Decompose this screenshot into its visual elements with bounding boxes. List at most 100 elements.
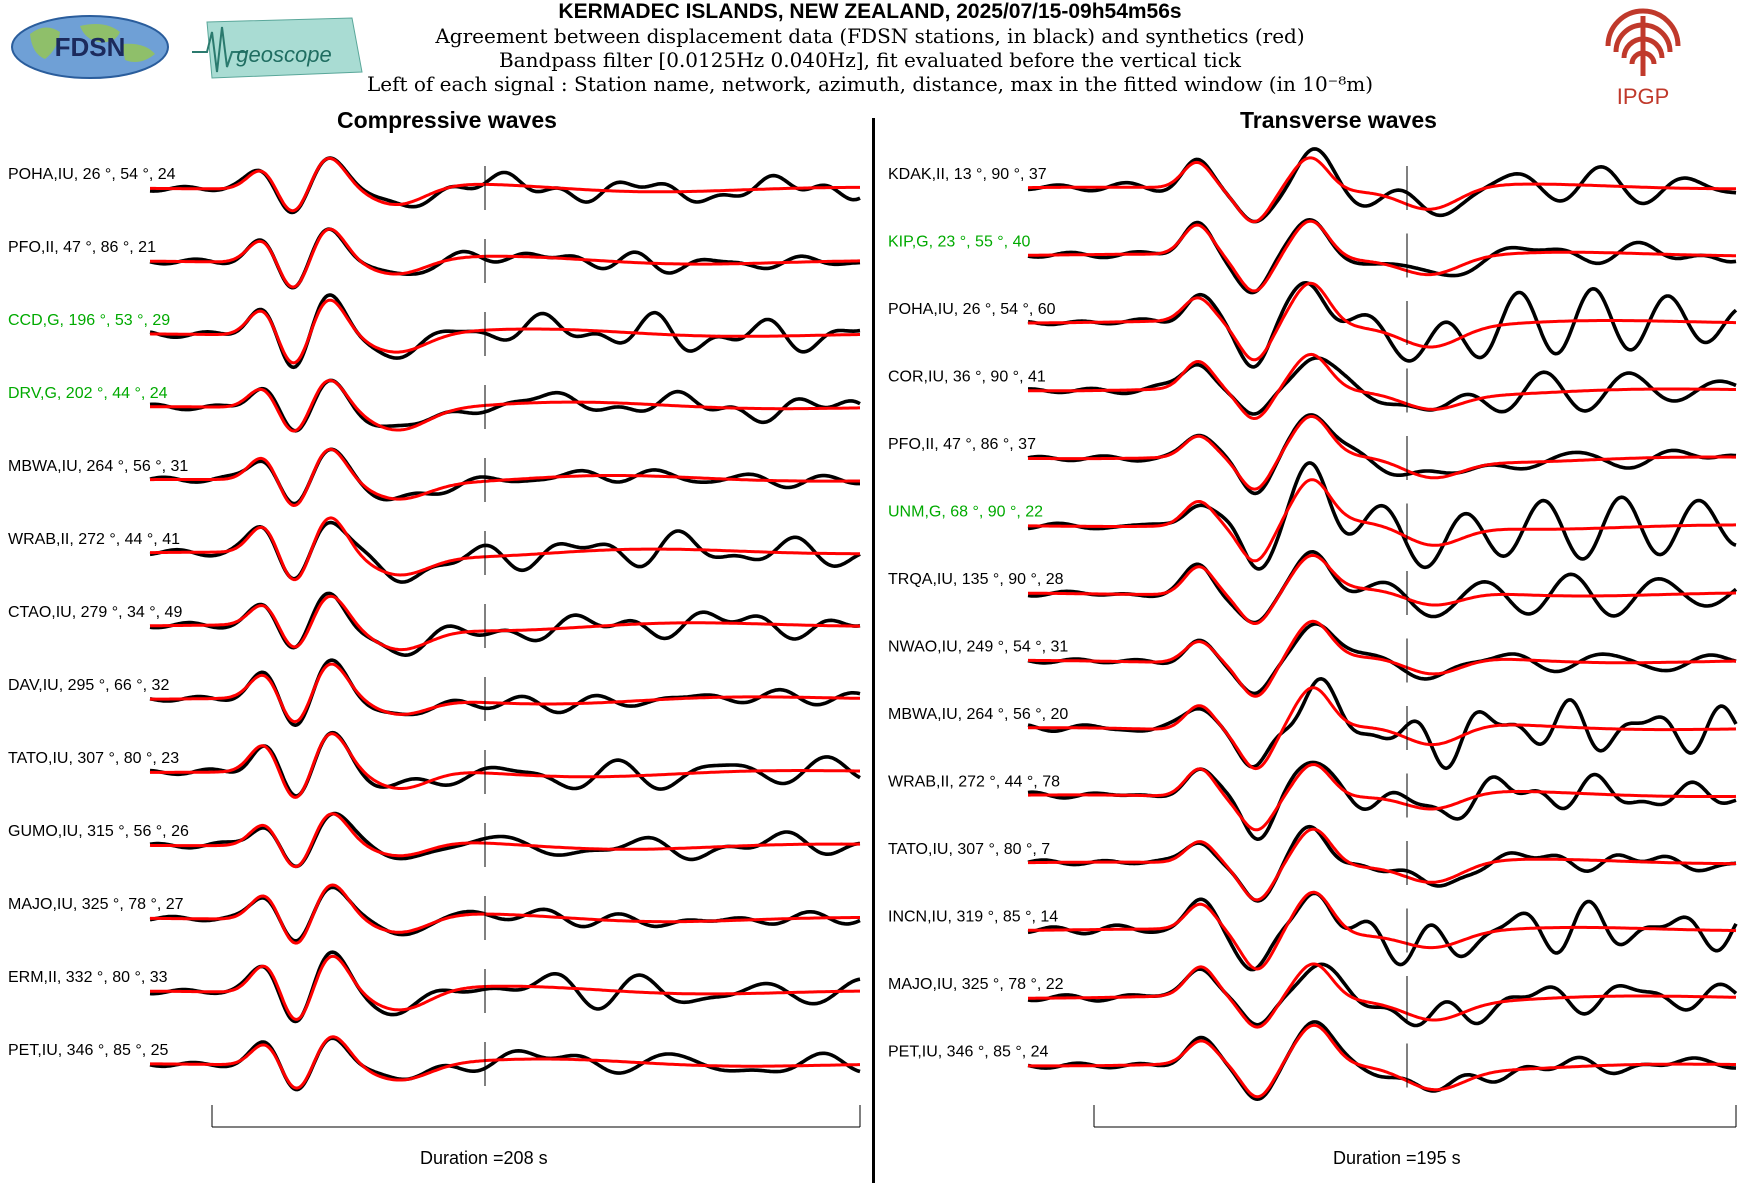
trace-row: WRAB,II, 272 °, 44 °, 78 bbox=[888, 760, 1737, 841]
left-panel-title: Compressive waves bbox=[337, 107, 557, 133]
station-label: POHA,IU, 26 °, 54 °, 24 bbox=[8, 166, 176, 183]
data-trace bbox=[149, 730, 861, 798]
station-label: MBWA,IU, 264 °, 56 °, 20 bbox=[888, 706, 1068, 723]
data-trace bbox=[1027, 413, 1737, 496]
compressive-waves-chart: POHA,IU, 26 °, 54 °, 24 PFO,II, 47 °, 86 … bbox=[8, 156, 861, 1128]
trace-row: MAJO,IU, 325 °, 78 °, 27 bbox=[8, 883, 861, 945]
data-trace bbox=[149, 658, 861, 727]
synthetic-trace bbox=[1028, 553, 1736, 625]
station-label: PET,IU, 346 °, 85 °, 25 bbox=[8, 1042, 169, 1059]
synthetic-trace bbox=[1028, 1023, 1736, 1099]
station-label: POHA,IU, 26 °, 54 °, 60 bbox=[888, 301, 1056, 318]
synthetic-trace bbox=[150, 1035, 860, 1090]
synthetic-trace bbox=[150, 732, 860, 799]
data-trace bbox=[149, 1036, 861, 1092]
station-label: NWAO,IU, 249 °, 54 °, 31 bbox=[888, 639, 1068, 656]
right-duration-label: Duration =195 s bbox=[1333, 1148, 1461, 1168]
data-trace bbox=[1027, 461, 1737, 571]
geoscope-logo-text: geoscope bbox=[236, 42, 331, 67]
station-label: TATO,IU, 307 °, 80 °, 7 bbox=[888, 841, 1050, 858]
trace-row: ERM,II, 332 °, 80 °, 33 bbox=[8, 950, 861, 1024]
synthetic-trace bbox=[1028, 219, 1736, 293]
trace-row: TATO,IU, 307 °, 80 °, 23 bbox=[8, 730, 861, 799]
synthetic-trace bbox=[1028, 686, 1737, 771]
trace-row: POHA,IU, 26 °, 54 °, 60 bbox=[888, 281, 1738, 369]
synthetic-trace bbox=[150, 883, 860, 945]
synthetic-trace bbox=[1028, 890, 1737, 971]
synthetic-trace bbox=[1028, 281, 1736, 362]
fdsn-logo-text: FDSN bbox=[55, 32, 126, 62]
trace-row: GUMO,IU, 315 °, 56 °, 26 bbox=[8, 811, 861, 869]
synthetic-trace bbox=[1028, 827, 1736, 902]
trace-row: KDAK,II, 13 °, 90 °, 37 bbox=[888, 147, 1737, 224]
data-trace bbox=[1027, 281, 1738, 369]
data-trace bbox=[1027, 1020, 1737, 1101]
trace-row: PFO,II, 47 °, 86 °, 37 bbox=[888, 413, 1737, 496]
synthetic-trace bbox=[1028, 352, 1736, 420]
ipgp-logo: IPGP bbox=[1605, 8, 1681, 109]
station-label: PFO,II, 47 °, 86 °, 37 bbox=[888, 436, 1036, 453]
station-label: WRAB,II, 272 °, 44 °, 41 bbox=[8, 531, 180, 548]
data-trace bbox=[149, 447, 861, 506]
duration-bracket bbox=[211, 1105, 861, 1128]
data-trace bbox=[1027, 760, 1737, 841]
right-panel-title: Transverse waves bbox=[1240, 107, 1437, 133]
synthetic-trace bbox=[150, 447, 860, 507]
station-label: CTAO,IU, 279 °, 34 °, 49 bbox=[8, 604, 182, 621]
station-label: UNM,G, 68 °, 90 °, 22 bbox=[888, 504, 1043, 521]
synthetic-trace bbox=[1028, 763, 1737, 832]
trace-row: MAJO,IU, 325 °, 78 °, 22 bbox=[888, 962, 1738, 1029]
panel-divider bbox=[872, 118, 875, 1183]
station-label: CCD,G, 196 °, 53 °, 29 bbox=[8, 312, 170, 329]
station-label: INCN,IU, 319 °, 85 °, 14 bbox=[888, 909, 1058, 926]
synthetic-trace bbox=[1028, 619, 1736, 698]
data-trace bbox=[1027, 218, 1737, 295]
trace-row: COR,IU, 36 °, 90 °, 41 bbox=[888, 352, 1737, 420]
left-duration-label: Duration =208 s bbox=[420, 1148, 548, 1168]
synthetic-trace bbox=[150, 156, 860, 213]
trace-row: POHA,IU, 26 °, 54 °, 24 bbox=[8, 156, 861, 215]
data-trace bbox=[1027, 891, 1738, 972]
trace-row: WRAB,II, 272 °, 44 °, 41 bbox=[8, 516, 861, 584]
station-label: KDAK,II, 13 °, 90 °, 37 bbox=[888, 166, 1047, 183]
trace-row: INCN,IU, 319 °, 85 °, 14 bbox=[888, 890, 1738, 972]
figure-title: KERMADEC ISLANDS, NEW ZEALAND, 2025/07/1… bbox=[558, 0, 1182, 23]
trace-row: PET,IU, 346 °, 85 °, 24 bbox=[888, 1020, 1737, 1101]
trace-row: MBWA,IU, 264 °, 56 °, 20 bbox=[888, 677, 1738, 771]
data-trace bbox=[1027, 824, 1737, 903]
station-label: TATO,IU, 307 °, 80 °, 23 bbox=[8, 750, 179, 767]
transverse-waves-chart: KDAK,II, 13 °, 90 °, 37 KIP,G, 23 °, 55 °… bbox=[888, 147, 1738, 1128]
trace-row: KIP,G, 23 °, 55 °, 40 bbox=[888, 218, 1737, 295]
trace-row: MBWA,IU, 264 °, 56 °, 31 bbox=[8, 447, 861, 507]
trace-row: TRQA,IU, 135 °, 90 °, 28 bbox=[888, 550, 1738, 625]
trace-row: PET,IU, 346 °, 85 °, 25 bbox=[8, 1035, 861, 1092]
station-label: PFO,II, 47 °, 86 °, 21 bbox=[8, 239, 156, 256]
synthetic-trace bbox=[1028, 478, 1736, 563]
geoscope-logo: geoscope bbox=[192, 17, 363, 79]
synthetic-trace bbox=[1028, 962, 1737, 1029]
trace-row: CCD,G, 196 °, 53 °, 29 bbox=[8, 293, 861, 370]
station-label: DRV,G, 202 °, 44 °, 24 bbox=[8, 385, 168, 402]
station-label: ERM,II, 332 °, 80 °, 33 bbox=[8, 969, 168, 986]
trace-row: DRV,G, 202 °, 44 °, 24 bbox=[8, 378, 861, 433]
fdsn-logo: FDSN bbox=[11, 15, 169, 79]
station-label: DAV,IU, 295 °, 66 °, 32 bbox=[8, 677, 169, 694]
synthetic-trace bbox=[149, 298, 860, 365]
station-label: GUMO,IU, 315 °, 56 °, 26 bbox=[8, 823, 189, 840]
figure-subtitle-2: Bandpass filter [0.0125Hz 0.040Hz], fit … bbox=[498, 48, 1242, 72]
trace-row: PFO,II, 47 °, 86 °, 21 bbox=[8, 227, 861, 290]
trace-row: UNM,G, 68 °, 90 °, 22 bbox=[888, 461, 1737, 571]
trace-row: TATO,IU, 307 °, 80 °, 7 bbox=[888, 824, 1737, 903]
trace-row: CTAO,IU, 279 °, 34 °, 49 bbox=[8, 591, 861, 657]
synthetic-trace bbox=[150, 954, 860, 1021]
synthetic-trace bbox=[150, 227, 860, 289]
data-trace bbox=[1027, 147, 1737, 224]
station-label: MBWA,IU, 264 °, 56 °, 31 bbox=[8, 458, 188, 475]
station-label: KIP,G, 23 °, 55 °, 40 bbox=[888, 234, 1030, 251]
data-trace bbox=[149, 293, 861, 370]
station-label: TRQA,IU, 135 °, 90 °, 28 bbox=[888, 571, 1064, 588]
synthetic-trace bbox=[149, 594, 860, 652]
data-trace bbox=[149, 811, 861, 869]
synthetic-trace bbox=[150, 379, 860, 433]
station-label: PET,IU, 346 °, 85 °, 24 bbox=[888, 1044, 1049, 1061]
